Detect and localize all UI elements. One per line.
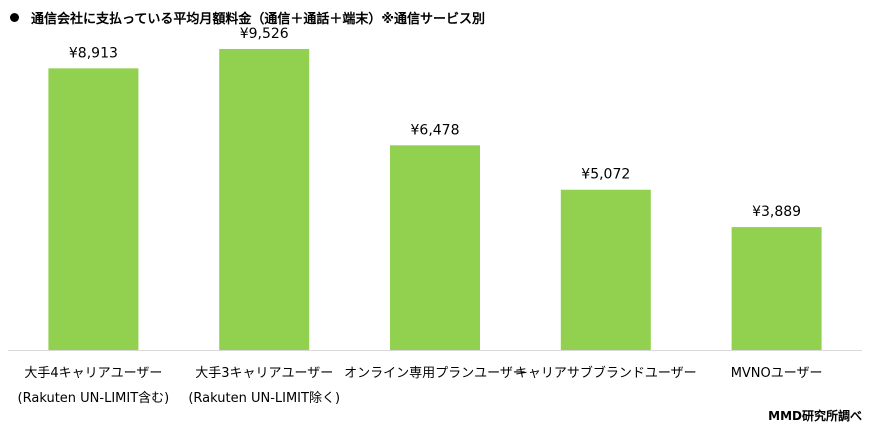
category-label: キャリアサブブランドユーザー xyxy=(515,365,697,381)
category-label: (Rakuten UN-LIMIT含む) xyxy=(18,390,170,406)
data-label: ¥6,478 xyxy=(411,122,460,138)
category-label: (Rakuten UN-LIMIT除く) xyxy=(188,391,340,406)
data-label: ¥3,889 xyxy=(752,204,801,220)
chart-title: 通信会社に支払っている平均月額料金（通信＋通話＋端末）※通信サービス別 xyxy=(10,8,485,27)
bullet-icon xyxy=(10,13,19,22)
source-note: MMD研究所調べ xyxy=(768,409,862,423)
category-label: 大手4キャリアユーザー xyxy=(24,366,162,381)
bar xyxy=(560,189,651,350)
category-label: MVNOユーザー xyxy=(731,366,823,381)
bar xyxy=(390,145,480,350)
bar xyxy=(731,227,822,350)
category-label: オンライン専用プランユーザー xyxy=(344,366,526,381)
data-label: ¥8,913 xyxy=(69,45,118,61)
data-label: ¥5,072 xyxy=(581,167,630,183)
data-label: ¥9,526 xyxy=(240,26,289,42)
category-label: 大手3キャリアユーザー xyxy=(195,366,333,381)
chart-title-text: 通信会社に支払っている平均月額料金（通信＋通話＋端末）※通信サービス別 xyxy=(31,12,485,27)
bar xyxy=(219,48,310,351)
bar xyxy=(48,68,139,351)
